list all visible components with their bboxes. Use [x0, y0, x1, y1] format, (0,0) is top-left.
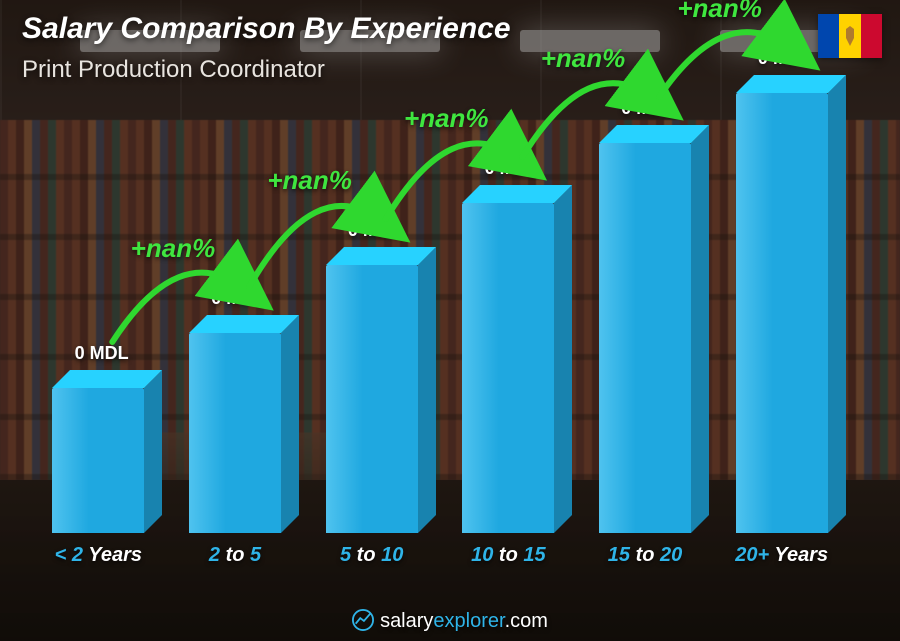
bar-top: [736, 75, 846, 93]
bar-front: [599, 143, 691, 533]
bar-3d: [326, 265, 418, 533]
chart-stage: Salary Comparison By Experience Print Pr…: [0, 0, 900, 641]
bar-side: [554, 185, 572, 533]
bar-top: [599, 125, 709, 143]
bar-2: 0 MDL5 to 10: [303, 265, 440, 533]
chart-title: Salary Comparison By Experience: [22, 12, 511, 46]
bar-value-label: 0 MDL: [758, 48, 812, 69]
bar-3d: [52, 388, 144, 533]
bar-3: 0 MDL10 to 15: [440, 203, 577, 533]
chart-subtitle: Print Production Coordinator: [22, 56, 325, 84]
bar-side: [281, 315, 299, 533]
bar-1: 0 MDL2 to 5: [167, 333, 304, 533]
growth-pct-label: +nan%: [541, 43, 626, 74]
footer-b: explorer: [433, 610, 504, 632]
bar-3d: [736, 93, 828, 533]
footer-attribution: salaryexplorer.com: [0, 609, 900, 633]
bar-side: [418, 247, 436, 533]
growth-pct-label: +nan%: [404, 103, 489, 134]
flag-emblem-icon: [842, 26, 858, 46]
footer-a: salary: [380, 610, 433, 632]
flag-stripe-3: [861, 14, 882, 58]
bar-5: 0 MDL20+ Years: [713, 93, 850, 533]
chart-area: 0 MDL< 2 Years0 MDL2 to 50 MDL5 to 100 M…: [30, 110, 850, 571]
bar-front: [52, 388, 144, 533]
bar-0: 0 MDL< 2 Years: [30, 388, 167, 533]
bar-value-label: 0 MDL: [621, 98, 675, 119]
bar-top: [326, 247, 436, 265]
bar-top: [189, 315, 299, 333]
logo-icon: [352, 609, 374, 631]
bar-3d: [462, 203, 554, 533]
bar-value-label: 0 MDL: [348, 220, 402, 241]
bar-3d: [189, 333, 281, 533]
bar-side: [691, 125, 709, 533]
footer-c: .com: [505, 610, 548, 632]
bar-3d: [599, 143, 691, 533]
growth-pct-label: +nan%: [677, 0, 762, 24]
bar-front: [326, 265, 418, 533]
bar-top: [52, 370, 162, 388]
bar-value-label: 0 MDL: [75, 343, 129, 364]
bar-front: [736, 93, 828, 533]
flag-stripe-1: [818, 14, 839, 58]
bar-category-label: 20+ Years: [686, 544, 877, 567]
bar-value-label: 0 MDL: [211, 288, 265, 309]
bar-front: [189, 333, 281, 533]
bar-top: [462, 185, 572, 203]
bar-front: [462, 203, 554, 533]
bar-side: [828, 75, 846, 533]
growth-pct-label: +nan%: [267, 165, 352, 196]
bar-side: [144, 370, 162, 533]
bar-value-label: 0 MDL: [485, 158, 539, 179]
country-flag: [818, 14, 882, 58]
bar-4: 0 MDL15 to 20: [577, 143, 714, 533]
growth-pct-label: +nan%: [131, 233, 216, 264]
